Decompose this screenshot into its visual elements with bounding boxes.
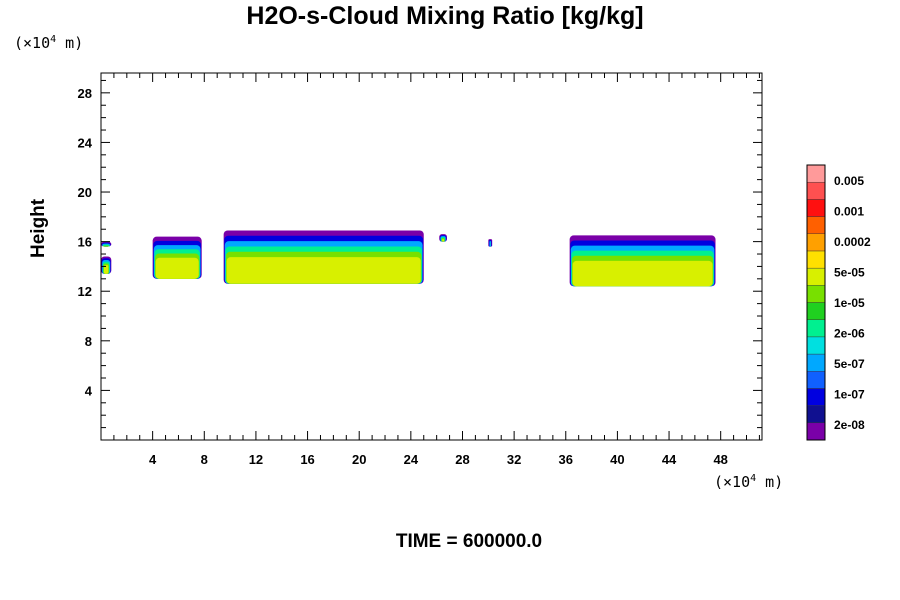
cloud-region-4-layer-5	[442, 239, 444, 242]
x-tick-label: 48	[713, 452, 727, 467]
cloud-region-2-layer-5	[155, 257, 199, 279]
x-tick-label: 24	[404, 452, 419, 467]
colorbar-label: 2e-06	[834, 327, 865, 341]
x-tick-label: 20	[352, 452, 366, 467]
y-axis-unit: (×104 m)	[14, 34, 83, 52]
colorbar-label: 2e-08	[834, 418, 865, 432]
colorbar-swatch	[806, 250, 826, 269]
cloud-region-0-layer-4	[103, 245, 109, 247]
y-tick-label: 8	[85, 334, 92, 349]
colorbar-label: 0.001	[834, 205, 864, 219]
colorbar-label: 0.005	[834, 174, 864, 188]
x-tick-label: 36	[559, 452, 573, 467]
x-tick-label: 44	[662, 452, 677, 467]
colorbar-swatch	[806, 371, 826, 389]
colorbar-swatch	[806, 353, 826, 372]
x-tick-label: 8	[201, 452, 208, 467]
y-tick-label: 28	[78, 86, 92, 101]
x-tick-label: 40	[610, 452, 624, 467]
colorbar-swatch	[806, 199, 826, 217]
x-unit-prefix: (×10	[714, 473, 751, 491]
colorbar-label: 1e-07	[834, 388, 865, 402]
cloud-region-3-layer-5	[226, 257, 421, 284]
x-tick-label: 16	[300, 452, 314, 467]
colorbar-label: 1e-05	[834, 296, 865, 310]
y-unit-suffix: m)	[56, 34, 84, 52]
x-tick-label: 32	[507, 452, 521, 467]
time-label: TIME = 600000.0	[395, 531, 543, 552]
x-tick-label: 28	[455, 452, 469, 467]
colorbar-swatch	[806, 336, 826, 355]
colorbar-swatch	[806, 233, 826, 252]
chart-title: H2O-s-Cloud Mixing Ratio [kg/kg]	[246, 2, 644, 30]
colorbar-swatch	[806, 181, 826, 200]
colorbar-swatch	[806, 405, 826, 424]
x-unit-exponent: 4	[750, 473, 757, 484]
x-tick-label: 4	[149, 452, 157, 467]
y-tick-label: 20	[78, 185, 92, 200]
colorbar-frame	[806, 164, 826, 441]
colorbar-swatch	[806, 216, 826, 234]
cloud-region-1-layer-5	[104, 265, 109, 274]
y-tick-label: 12	[78, 284, 92, 299]
colorbar-swatch	[806, 319, 826, 338]
colorbar-swatch	[806, 285, 826, 303]
colorbar-label: 5e-07	[834, 357, 865, 371]
y-unit-exponent: 4	[50, 34, 57, 45]
x-tick-label: 12	[249, 452, 263, 467]
colorbar-label: 5e-05	[834, 266, 865, 280]
x-unit-suffix: m)	[756, 473, 784, 491]
x-axis-unit: (×104 m)	[714, 473, 783, 491]
colorbar-swatch	[806, 422, 826, 441]
colorbar-swatch	[806, 267, 826, 286]
y-unit-prefix: (×10	[14, 34, 51, 52]
y-tick-label: 24	[78, 135, 93, 150]
y-tick-label: 16	[78, 235, 92, 250]
y-tick-label: 4	[85, 383, 93, 398]
plot-frame	[100, 72, 763, 441]
colorbar-label: 0.0002	[834, 235, 871, 249]
colorbar-swatch	[806, 388, 826, 406]
cloud-region-6-layer-5	[572, 260, 713, 287]
colorbar-swatch	[806, 302, 826, 320]
colorbar-swatch	[806, 164, 826, 183]
